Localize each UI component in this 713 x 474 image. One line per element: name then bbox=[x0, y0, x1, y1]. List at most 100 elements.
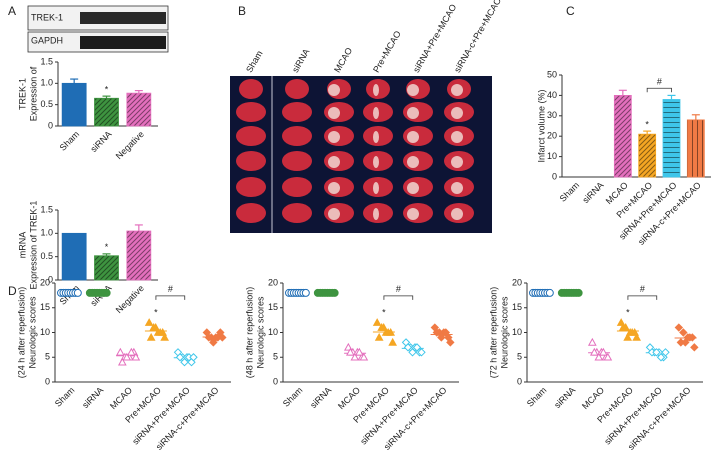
y-axis-label: (48 h after reperfusion) bbox=[244, 287, 254, 379]
point bbox=[126, 347, 136, 356]
slice-column-label: siRNA bbox=[290, 47, 311, 74]
point bbox=[656, 353, 666, 362]
point bbox=[122, 352, 132, 361]
point bbox=[574, 288, 583, 297]
point bbox=[437, 333, 446, 342]
point bbox=[685, 333, 695, 342]
x-tick-label: siRNA bbox=[80, 385, 105, 410]
y-tick-label: 0 bbox=[273, 376, 278, 386]
slice-column-label: Sham bbox=[244, 49, 264, 74]
significance-mark: * bbox=[382, 307, 386, 317]
y-tick-label: 40 bbox=[547, 90, 557, 100]
point bbox=[618, 323, 628, 331]
point bbox=[661, 348, 670, 357]
infarct-area bbox=[328, 107, 340, 119]
brain-slice bbox=[282, 102, 312, 122]
point bbox=[301, 288, 310, 297]
infarct-area bbox=[451, 156, 463, 168]
y-tick-label: 1.0 bbox=[40, 78, 53, 88]
y-axis-label: Expression of bbox=[28, 66, 38, 121]
y-tick-label: 5 bbox=[517, 352, 522, 362]
infarct-area bbox=[407, 156, 419, 168]
error-bar bbox=[102, 95, 111, 99]
bar bbox=[94, 97, 119, 127]
bar bbox=[662, 99, 681, 178]
point bbox=[146, 332, 156, 341]
point bbox=[180, 357, 189, 367]
y-tick-label: 0 bbox=[48, 120, 53, 130]
y-axis-label: Expression of TREK-1 bbox=[28, 201, 38, 290]
point bbox=[598, 347, 608, 356]
y-axis-label: (24 h after reperfusion) bbox=[16, 287, 26, 379]
y-tick-label: 20 bbox=[268, 277, 278, 287]
y-tick-label: 5 bbox=[45, 352, 50, 362]
point bbox=[175, 353, 185, 362]
slice-column-label: Pre+MCAO bbox=[371, 29, 403, 74]
brain-slice bbox=[285, 79, 309, 99]
blot-label: GAPDH bbox=[31, 35, 63, 45]
infarct-area bbox=[373, 84, 379, 96]
comparison-mark: # bbox=[396, 284, 401, 294]
brain-slice bbox=[282, 151, 312, 171]
infarct-area bbox=[373, 107, 379, 119]
brain-slice bbox=[282, 177, 312, 197]
point bbox=[160, 332, 170, 341]
brain-slice bbox=[236, 126, 266, 146]
comparison-bracket bbox=[646, 87, 672, 93]
infarct-area bbox=[373, 182, 379, 194]
y-axis-label: Infarct volume (%) bbox=[536, 89, 546, 162]
point bbox=[690, 343, 699, 352]
infarct-area bbox=[407, 182, 419, 194]
x-tick-label: Sham bbox=[558, 180, 582, 204]
point bbox=[432, 328, 442, 337]
bar bbox=[638, 133, 657, 178]
x-tick-label: siRNA bbox=[552, 385, 577, 410]
point bbox=[155, 327, 165, 336]
significance-mark: * bbox=[645, 119, 649, 129]
y-tick-label: 0 bbox=[45, 376, 50, 386]
brain-slice bbox=[236, 151, 266, 171]
point bbox=[151, 323, 161, 331]
comparison-mark: # bbox=[168, 284, 173, 294]
blot-label: TREK-1 bbox=[31, 12, 63, 22]
comparison-mark: # bbox=[640, 284, 645, 294]
error-bar bbox=[102, 253, 111, 256]
bar bbox=[61, 232, 87, 281]
significance-mark: * bbox=[626, 307, 630, 317]
panel-label: D bbox=[8, 284, 17, 298]
point bbox=[627, 327, 637, 336]
panel-label: C bbox=[566, 4, 575, 18]
x-tick-label: MCAO bbox=[336, 385, 362, 411]
infarct-area bbox=[373, 156, 379, 168]
significance-mark: * bbox=[105, 85, 109, 95]
bar bbox=[686, 119, 705, 178]
y-tick-label: 1.5 bbox=[40, 56, 53, 66]
y-tick-label: 15 bbox=[268, 302, 278, 312]
point bbox=[589, 347, 599, 356]
x-tick-label: Sham bbox=[53, 385, 77, 409]
brain-slice bbox=[236, 177, 266, 197]
y-axis-label: (72 h after reperfusion) bbox=[488, 287, 498, 379]
infarct-area bbox=[328, 156, 340, 168]
bar bbox=[94, 255, 119, 281]
bar bbox=[61, 82, 87, 127]
point bbox=[102, 288, 111, 297]
point bbox=[359, 352, 369, 361]
point bbox=[117, 357, 127, 366]
infarct-area bbox=[451, 208, 463, 220]
point bbox=[330, 288, 339, 297]
point bbox=[545, 288, 554, 297]
brain-slice bbox=[236, 102, 266, 122]
brain-slice bbox=[282, 126, 312, 146]
y-axis-label: Neurologic scores bbox=[27, 296, 37, 369]
significance-mark: * bbox=[154, 307, 158, 317]
x-tick-label: siRNA bbox=[88, 129, 113, 154]
point bbox=[652, 348, 661, 357]
point bbox=[189, 353, 198, 362]
error-bar bbox=[134, 224, 143, 231]
point bbox=[623, 332, 633, 341]
panel-label: B bbox=[238, 4, 246, 18]
y-tick-label: 0.5 bbox=[40, 251, 53, 261]
point bbox=[218, 333, 227, 342]
